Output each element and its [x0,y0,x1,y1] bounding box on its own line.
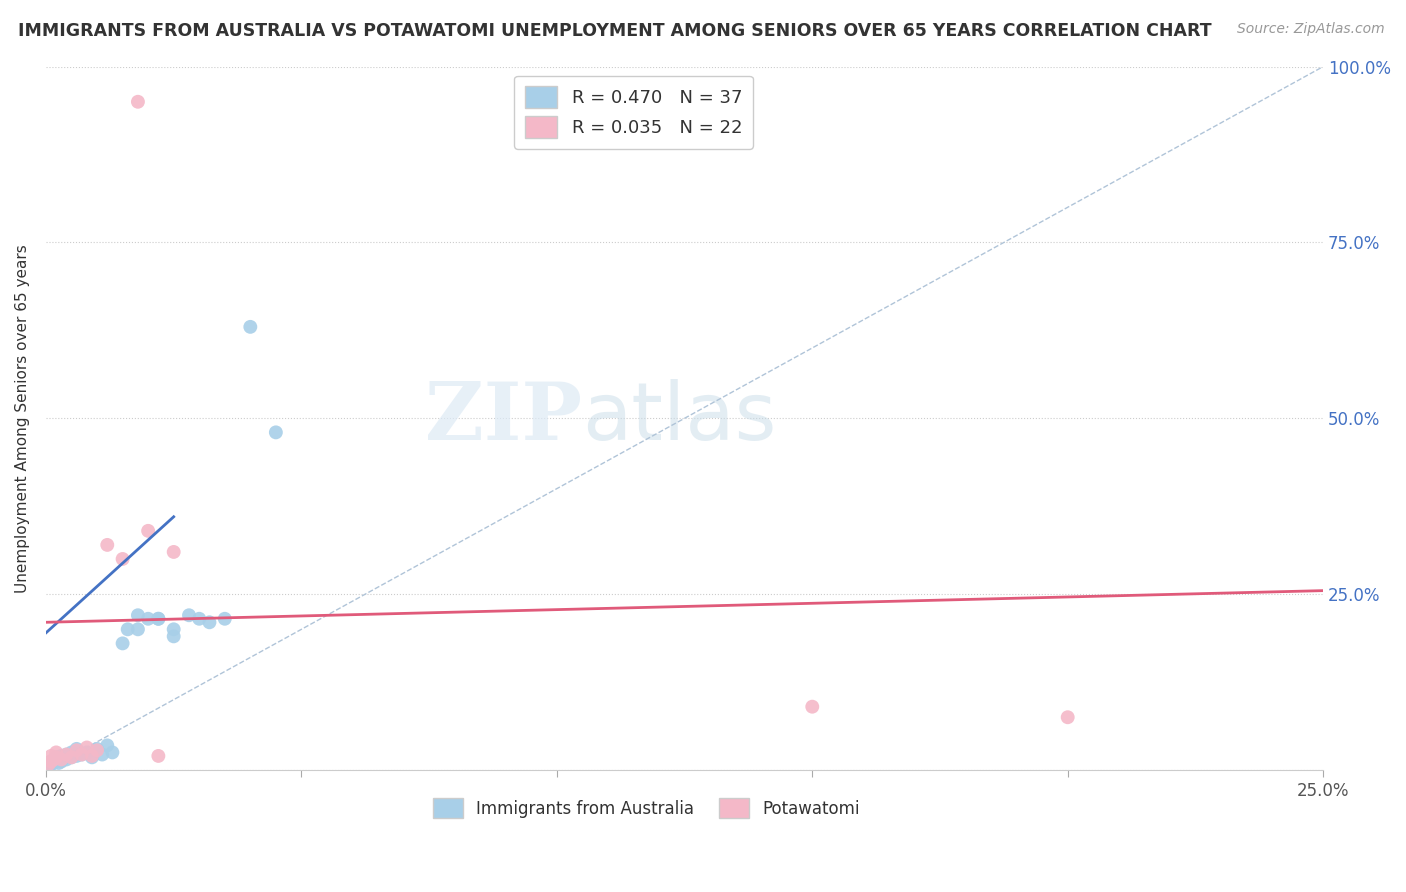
Point [55,747,77,762]
Point [188,612,211,626]
Point [1056,710,1078,724]
Text: Source: ZipAtlas.com: Source: ZipAtlas.com [1237,22,1385,37]
Point [127,623,149,637]
Legend: Immigrants from Australia, Potawatomi: Immigrants from Australia, Potawatomi [426,791,866,825]
Point [45,746,67,760]
Point [60,750,83,764]
Point [136,612,159,626]
Point [55,747,77,762]
Y-axis label: Unemployment Among Seniors over 65 years: Unemployment Among Seniors over 65 years [15,244,30,592]
Point [60,750,83,764]
Point [86,743,108,757]
Point [38,759,60,773]
Text: IMMIGRANTS FROM AUSTRALIA VS POTAWATOMI UNEMPLOYMENT AMONG SENIORS OVER 65 YEARS: IMMIGRANTS FROM AUSTRALIA VS POTAWATOMI … [18,22,1212,40]
Point [163,545,186,559]
Point [264,425,287,440]
Text: atlas: atlas [582,379,776,458]
Point [111,552,134,566]
Point [80,750,103,764]
Point [42,756,65,770]
Point [39,755,62,769]
Point [86,742,108,756]
Point [96,739,118,753]
Point [117,623,139,637]
Point [80,748,103,763]
Point [136,524,159,538]
Point [148,612,170,626]
Point [239,319,262,334]
Point [60,746,83,760]
Point [214,612,236,626]
Point [177,608,200,623]
Point [801,699,824,714]
Point [65,748,87,763]
Point [96,538,118,552]
Point [65,743,87,757]
Point [91,747,114,762]
Text: ZIP: ZIP [426,379,582,458]
Point [39,757,62,772]
Point [101,746,124,760]
Point [39,755,62,769]
Point [148,612,170,626]
Point [51,755,73,769]
Point [45,750,67,764]
Point [51,752,73,766]
Point [70,747,93,762]
Point [127,608,149,623]
Point [76,746,98,760]
Point [198,615,221,630]
Point [55,752,77,766]
Point [39,748,62,763]
Point [45,752,67,766]
Point [70,747,93,762]
Point [45,750,67,764]
Point [127,95,149,109]
Point [65,742,87,756]
Point [48,756,70,770]
Point [51,748,73,763]
Point [38,757,60,772]
Point [111,636,134,650]
Point [163,629,186,643]
Point [148,748,170,763]
Point [42,752,65,766]
Point [163,623,186,637]
Point [76,740,98,755]
